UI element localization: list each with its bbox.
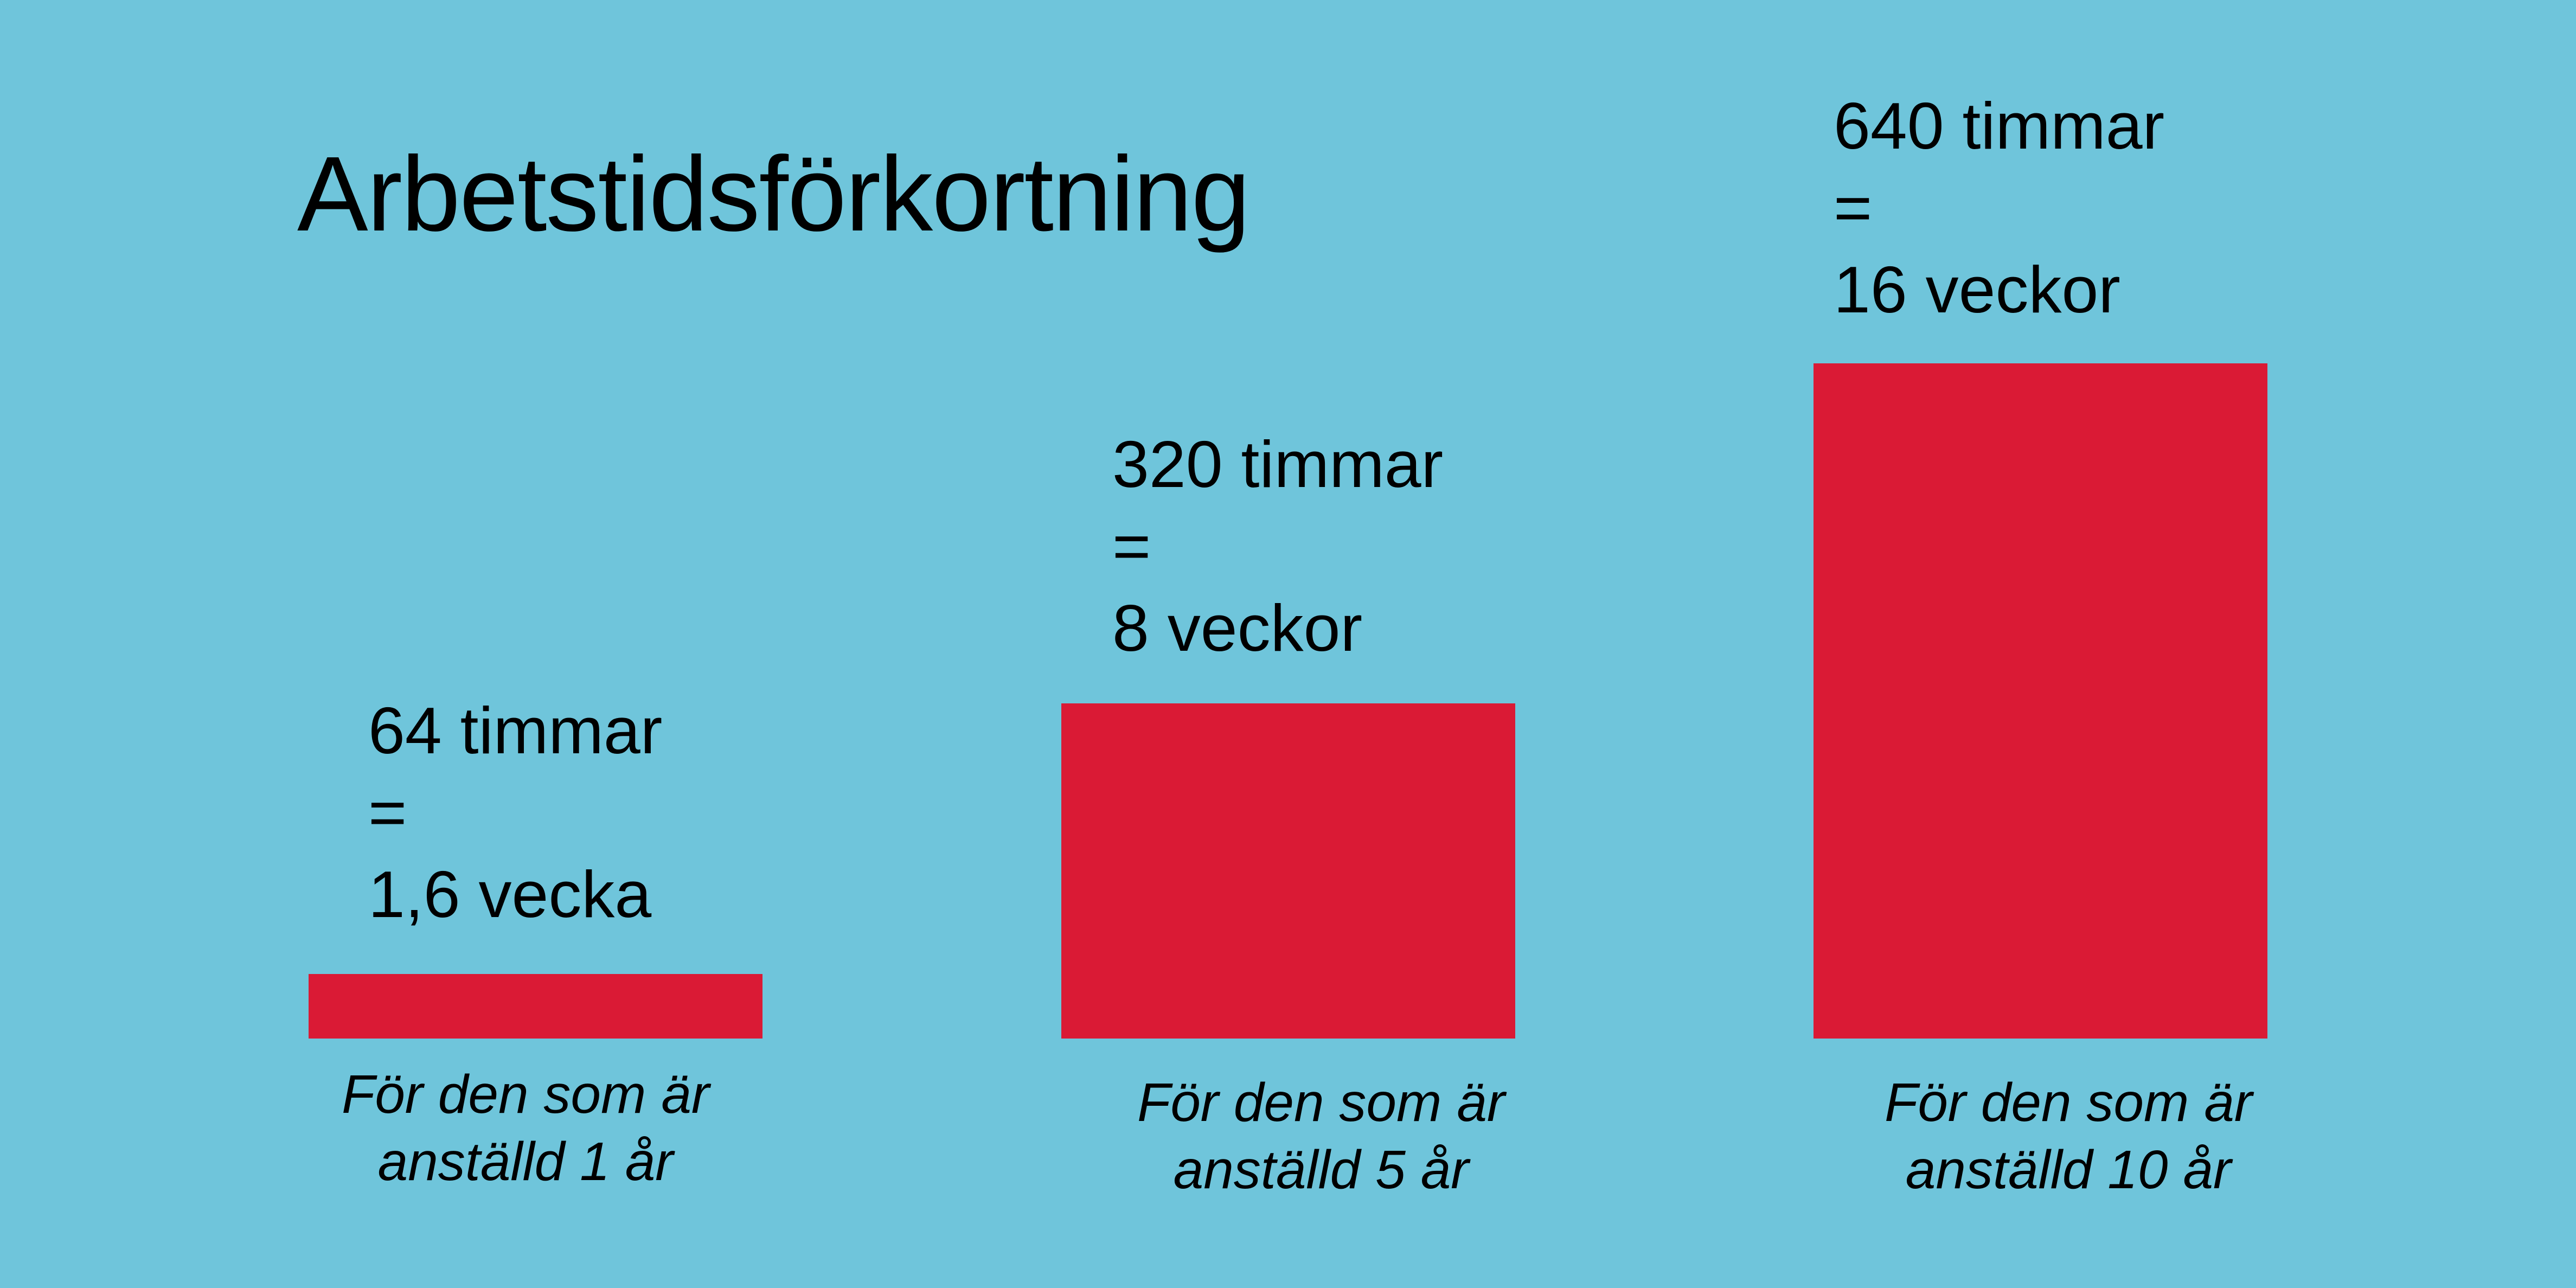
- category-line-2: anställd 1 år: [377, 1131, 674, 1192]
- value-equals: =: [368, 776, 407, 849]
- category-line-1: För den som är: [1884, 1072, 2253, 1133]
- value-weeks: 8 veckor: [1112, 591, 1363, 665]
- value-label-10yr: 640 timmar = 16 veckor: [1834, 85, 2164, 331]
- value-equals: =: [1112, 509, 1151, 583]
- value-hours: 64 timmar: [368, 694, 663, 767]
- category-line-1: För den som är: [341, 1064, 710, 1125]
- category-line-2: anställd 5 år: [1173, 1139, 1469, 1200]
- category-line-1: För den som är: [1137, 1072, 1505, 1133]
- value-weeks: 1,6 vecka: [368, 857, 652, 931]
- category-label-5yr: För den som är anställd 5 år: [1077, 1069, 1565, 1203]
- category-line-2: anställd 10 år: [1905, 1139, 2232, 1200]
- value-hours: 640 timmar: [1834, 89, 2165, 163]
- value-equals: =: [1834, 171, 1873, 245]
- value-weeks: 16 veckor: [1834, 253, 2120, 326]
- bar-5yr: [1061, 703, 1515, 1039]
- category-label-10yr: För den som är anställd 10 år: [1824, 1069, 2312, 1203]
- value-label-1yr: 64 timmar = 1,6 vecka: [368, 690, 662, 935]
- value-label-5yr: 320 timmar = 8 veckor: [1112, 424, 1443, 669]
- value-hours: 320 timmar: [1112, 427, 1444, 501]
- bar-1yr: [309, 974, 762, 1039]
- chart-title: Arbetstidsförkortning: [297, 134, 1250, 253]
- bar-10yr: [1814, 363, 2267, 1039]
- category-label-1yr: För den som är anställd 1 år: [281, 1061, 770, 1195]
